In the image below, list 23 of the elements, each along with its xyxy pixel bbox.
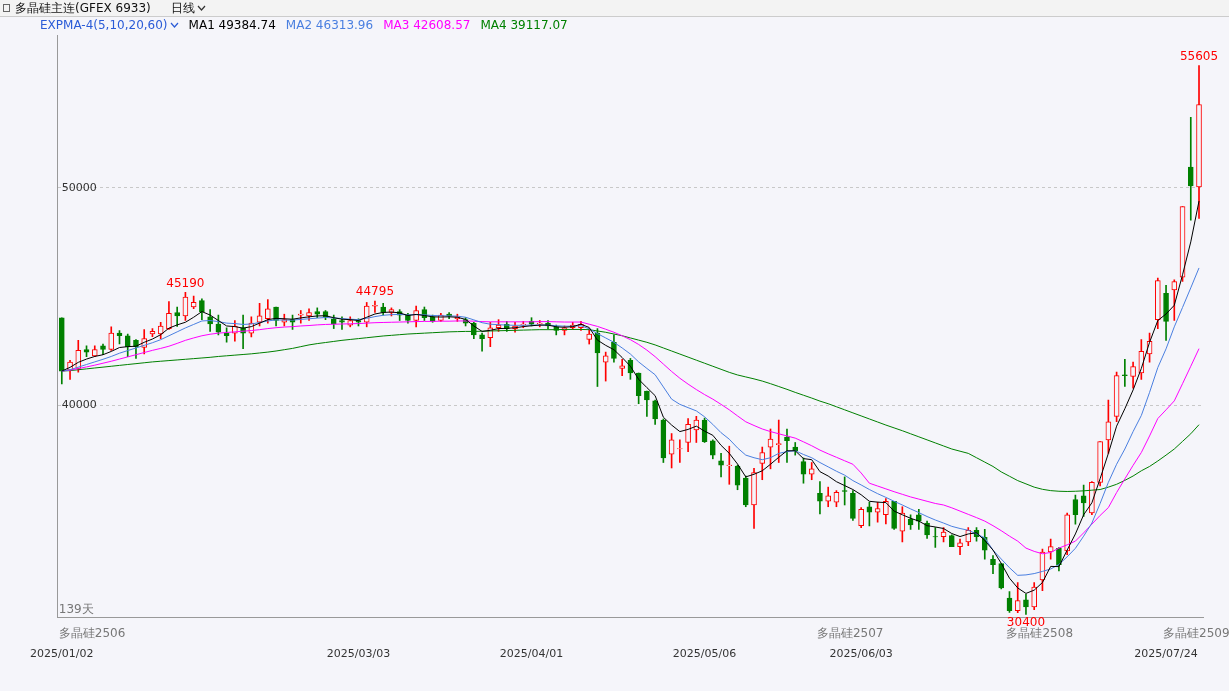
annotation: 139天 (58, 601, 94, 616)
x-tick-label: 2025/04/01 (499, 647, 564, 661)
legend-title: EXPMA-4(5,10,20,60) (40, 18, 168, 32)
x-tick-label: 2025/01/02 (30, 647, 94, 661)
annotation: 45190 (166, 275, 205, 290)
text: MA1 49384.74 (188, 18, 276, 32)
text: MA4 39117.07 (480, 18, 568, 32)
x-tick-label: 2025/03/03 (326, 647, 391, 661)
chart-subtitle: 日线 (170, 0, 195, 17)
text: MA2 46313.96 (285, 18, 374, 32)
text: 多晶硅2507 (816, 625, 884, 640)
x-tick-label: 2025/05/06 (672, 647, 737, 661)
y-tick-label: 40000 (61, 398, 97, 412)
text: 多晶硅2508 (1006, 625, 1074, 640)
x-tick-label: 2025/07/24 (1134, 647, 1198, 661)
chart-title: 多晶硅主连(GFEX 6933) (15, 0, 151, 17)
x-tick-label: 2025/06/03 (829, 647, 893, 661)
text: 多晶硅2506 (58, 625, 126, 640)
annotation: 44795 (355, 284, 395, 299)
annotation: 55605 (1179, 48, 1219, 63)
text: 多晶硅2509 (1163, 625, 1229, 640)
text: MA3 42608.57 (383, 18, 471, 32)
y-tick-label: 50000 (61, 180, 97, 194)
